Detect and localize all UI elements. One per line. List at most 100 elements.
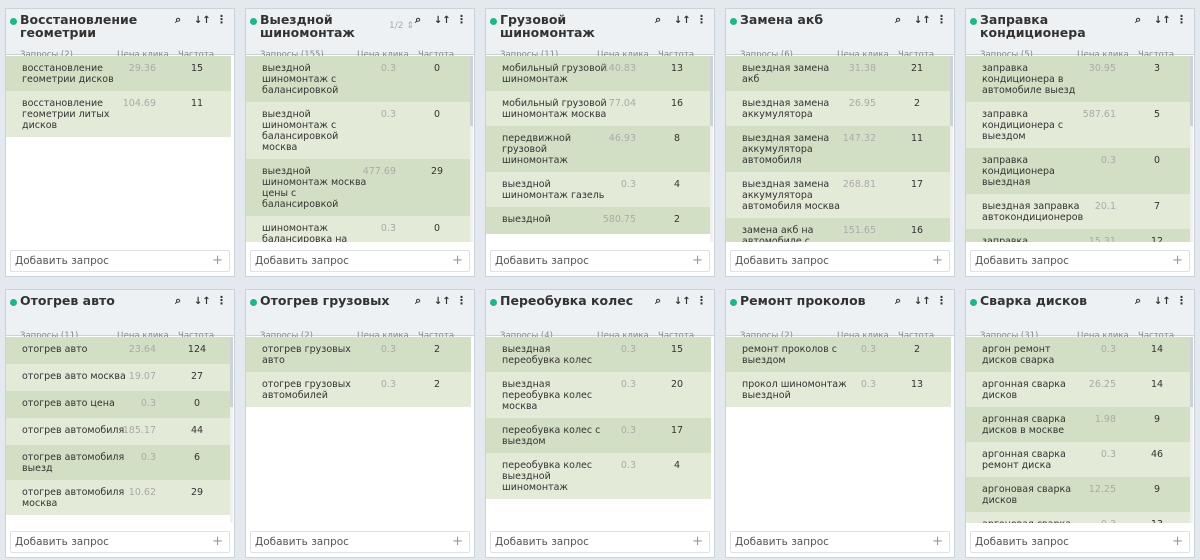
group-title[interactable]: Замена акб [740,12,824,27]
list-item[interactable]: выездная замена аккумулятора автомобиля … [726,172,951,218]
more-vertical-icon[interactable]: ⋮ [696,13,707,26]
add-query-input[interactable] [11,532,201,552]
more-vertical-icon[interactable]: ⋮ [936,294,947,307]
list-item[interactable]: отогрев авто цена 0.3 0 [6,391,231,418]
scrollbar[interactable] [230,337,233,523]
column-frequency[interactable]: Частота [178,50,215,60]
list-item[interactable]: передвижной грузовой шиномонтаж 46.93 8 [486,126,711,172]
group-title[interactable]: Выездной шиномонтаж [260,12,355,40]
more-vertical-icon[interactable]: ⋮ [456,294,467,307]
more-vertical-icon[interactable]: ⋮ [216,13,227,26]
column-queries[interactable]: Запросы (5) [980,50,1033,60]
add-query-input[interactable] [491,532,681,552]
list-item[interactable]: выездная замена акб 31.38 21 [726,56,951,91]
plus-icon[interactable]: + [212,534,223,549]
more-vertical-icon[interactable]: ⋮ [456,13,467,26]
list-item[interactable]: отогрев грузовых автомобилей 0.3 2 [246,372,471,407]
add-query-input[interactable] [491,251,681,271]
column-price[interactable]: Цена клика [117,50,169,60]
list-item[interactable]: выездной 580.75 2 [486,207,711,234]
sort-icon[interactable]: ↓↑ [434,15,451,26]
list-item[interactable]: заправка кондиционера с выездом 587.61 5 [966,102,1191,148]
list-item[interactable]: выездной шиномонтаж москва цены с баланс… [246,159,471,216]
search-icon[interactable]: ⌕ [1135,13,1142,26]
add-query-input[interactable] [731,251,921,271]
list-item[interactable]: мобильный грузовой шиномонтаж москва 77.… [486,91,711,126]
column-queries[interactable]: Запросы (31) [980,331,1039,341]
plus-icon[interactable]: + [932,253,943,268]
column-price[interactable]: Цена клика [1077,331,1129,341]
column-queries[interactable]: Запросы (155) [260,50,324,60]
add-query-input[interactable] [11,251,201,271]
sort-icon[interactable]: ↓↑ [674,15,691,26]
list-item[interactable]: отогрев автомобиля выезд 0.3 6 [6,445,231,480]
plus-icon[interactable]: + [1172,253,1183,268]
group-title[interactable]: Отогрев грузовых [260,293,390,308]
list-item[interactable]: аргонная сварка дисков в москве 1.98 9 [966,407,1191,442]
list-item[interactable]: отогрев авто 23.64 124 [6,337,231,364]
list-item[interactable]: замена акб на автомобиле с выездом 151.6… [726,218,951,242]
list-item[interactable]: переобувка колес с выездом 0.3 17 [486,418,711,453]
column-queries[interactable]: Запросы (11) [500,50,559,60]
add-query-input[interactable] [971,532,1161,552]
column-frequency[interactable]: Частота [418,331,455,341]
list-item[interactable]: аргонная сварка ремонт диска 0.3 46 [966,442,1191,477]
scrollbar[interactable] [1190,56,1193,242]
list-item[interactable]: отогрев автомобиля 185.17 44 [6,418,231,445]
scrollbar[interactable] [1190,337,1193,523]
list-item[interactable]: восстановление геометрии дисков 29.36 15 [6,56,231,91]
search-icon[interactable]: ⌕ [895,13,902,26]
sort-icon[interactable]: ↓↑ [674,296,691,307]
list-item[interactable]: восстановление геометрии литых дисков 10… [6,91,231,137]
list-item[interactable]: заправка кондиционера выездная 0.3 0 [966,148,1191,194]
sort-icon[interactable]: ↓↑ [1154,15,1171,26]
search-icon[interactable]: ⌕ [655,294,662,307]
group-title[interactable]: Переобувка колес [500,293,634,308]
column-frequency[interactable]: Частота [658,50,695,60]
scrollbar[interactable] [710,56,713,242]
more-vertical-icon[interactable]: ⋮ [1176,294,1187,307]
list-item[interactable]: выездная заправка автокондиционеров 20.1… [966,194,1191,229]
list-item[interactable]: выездная замена аккумулятора автомобиля … [726,126,951,172]
list-item[interactable]: выездной шиномонтаж с балансировкой 0.3 … [246,56,471,102]
column-queries[interactable]: Запросы (2) [20,50,73,60]
list-item[interactable]: ремонт проколов с выездом 0.3 2 [726,337,951,372]
column-frequency[interactable]: Частота [898,50,935,60]
more-vertical-icon[interactable]: ⋮ [216,294,227,307]
search-icon[interactable]: ⌕ [895,294,902,307]
column-price[interactable]: Цена клика [837,50,889,60]
column-price[interactable]: Цена клика [837,331,889,341]
list-item[interactable]: аргонная сварка дисков 26.25 14 [966,372,1191,407]
list-item[interactable]: отогрев автомобиля москва 10.62 29 [6,480,231,515]
add-query-input[interactable] [971,251,1161,271]
scrollbar[interactable] [950,56,953,242]
column-frequency[interactable]: Частота [658,331,695,341]
column-price[interactable]: Цена клика [597,331,649,341]
list-item[interactable]: выездной шиномонтаж с балансировкой моск… [246,102,471,159]
more-vertical-icon[interactable]: ⋮ [936,13,947,26]
more-vertical-icon[interactable]: ⋮ [696,294,707,307]
list-item[interactable]: шиномонтаж балансировка на 0.3 0 [246,216,471,242]
column-price[interactable]: Цена клика [117,331,169,341]
list-item[interactable]: аргон ремонт дисков сварка 0.3 14 [966,337,1191,372]
list-item[interactable]: выездная переобувка колес 0.3 15 [486,337,711,372]
sort-icon[interactable]: ↓↑ [914,15,931,26]
add-query-input[interactable] [731,532,921,552]
plus-icon[interactable]: + [452,534,463,549]
column-frequency[interactable]: Частота [1138,331,1175,341]
column-frequency[interactable]: Частота [898,331,935,341]
plus-icon[interactable]: + [932,534,943,549]
column-queries[interactable]: Запросы (2) [260,331,313,341]
column-price[interactable]: Цена клика [357,331,409,341]
group-title[interactable]: Грузовой шиномонтаж [500,12,595,40]
sort-icon[interactable]: ↓↑ [1154,296,1171,307]
pager[interactable]: 1/2 ⇕ [389,21,414,31]
more-vertical-icon[interactable]: ⋮ [1176,13,1187,26]
list-item[interactable]: отогрев авто москва 19.07 27 [6,364,231,391]
add-query-input[interactable] [251,251,441,271]
group-title[interactable]: Ремонт проколов [740,293,866,308]
column-queries[interactable]: Запросы (11) [20,331,79,341]
list-item[interactable]: прокол шиномонтаж выездной 0.3 13 [726,372,951,407]
plus-icon[interactable]: + [1172,534,1183,549]
list-item[interactable]: выездная замена аккумулятора 26.95 2 [726,91,951,126]
